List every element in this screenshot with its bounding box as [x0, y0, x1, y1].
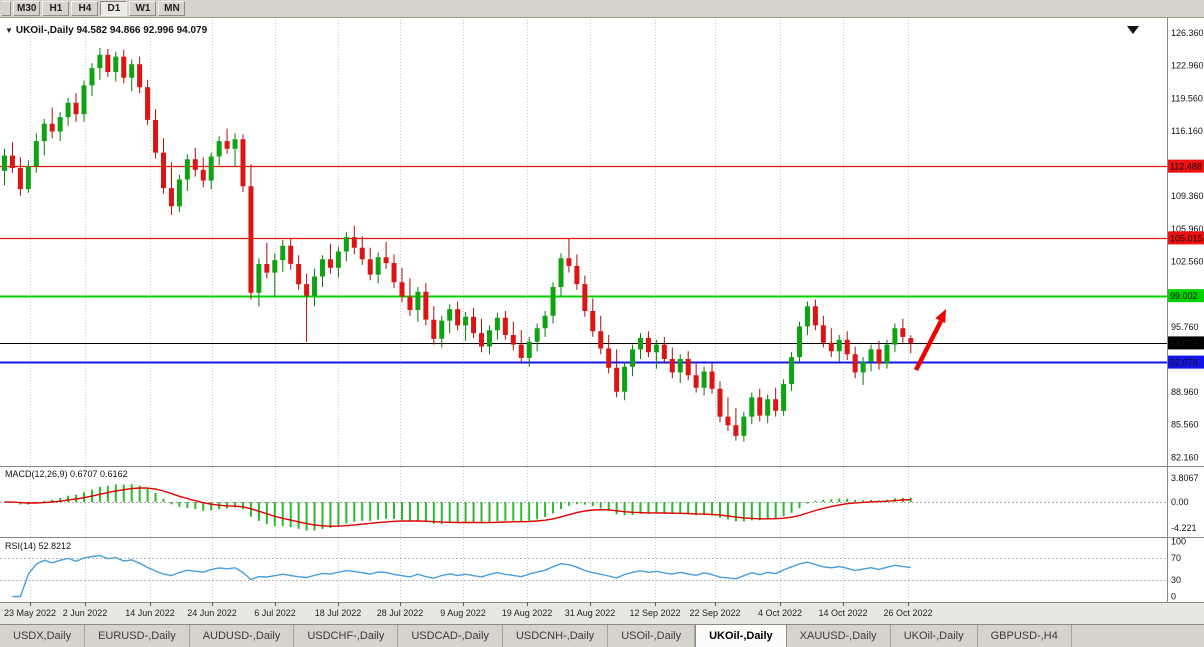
tab-ukoil-daily[interactable]: UKOil-,Daily — [695, 625, 787, 647]
price-badge-label: 99.002 — [1170, 291, 1198, 301]
price-axis-label: 119.560 — [1171, 93, 1203, 103]
tab-eurusd-daily[interactable]: EURUSD-,Daily — [85, 625, 190, 647]
date-label: 23 May 2022 — [4, 608, 56, 618]
timeframe-button-partial[interactable] — [2, 1, 11, 16]
chart-title-triangle-icon: ▼ — [5, 25, 13, 35]
date-label: 19 Aug 2022 — [502, 608, 553, 618]
timeframe-button-h4[interactable]: H4 — [71, 1, 99, 16]
tab-usoil-daily[interactable]: USOil-,Daily — [608, 625, 696, 647]
vertical-gridlines — [30, 20, 909, 602]
price-axis-label: 95.760 — [1171, 322, 1199, 332]
chart-tab-bar: USDX,Daily EURUSD-,Daily AUDUSD-,Daily USDC… — [0, 624, 1204, 647]
timeframe-button-m30[interactable]: M30 — [13, 1, 41, 16]
date-label: 12 Sep 2022 — [629, 608, 680, 618]
time-axis-ticks — [30, 602, 909, 606]
date-label: 31 Aug 2022 — [565, 608, 616, 618]
price-axis-label: 82.160 — [1171, 452, 1199, 462]
trend-arrow-line[interactable] — [913, 319, 944, 372]
date-label: 24 Jun 2022 — [187, 608, 237, 618]
timeframe-button-mn[interactable]: MN — [158, 1, 186, 16]
date-label: 14 Jun 2022 — [125, 608, 175, 618]
price-axis-label: 102.560 — [1171, 256, 1204, 266]
bull-candle-bodies — [2, 54, 898, 436]
macd-scale-label: -4.221 — [1171, 523, 1197, 533]
rsi-scale-label: 30 — [1171, 575, 1181, 585]
date-label: 22 Sep 2022 — [689, 608, 740, 618]
tab-usdcnh-daily[interactable]: USDCNH-,Daily — [503, 625, 609, 647]
price-badge-label: 105.015 — [1170, 233, 1203, 243]
rsi-scale-label: 100 — [1171, 537, 1186, 547]
timeframe-button-w1[interactable]: W1 — [129, 1, 157, 16]
macd-title: MACD(12,26,9) 0.6707 0.6162 — [5, 469, 128, 479]
trend-arrow-head[interactable] — [935, 309, 946, 324]
price-axis-label: 88.960 — [1171, 387, 1199, 397]
tab-audusd-daily[interactable]: AUDUSD-,Daily — [190, 625, 295, 647]
tab-usdcad-daily[interactable]: USDCAD-,Daily — [398, 625, 503, 647]
chart-shift-marker-icon[interactable] — [1127, 26, 1139, 34]
price-badge-label: 92.078 — [1170, 358, 1198, 368]
price-axis-label: 85.560 — [1171, 420, 1199, 430]
bear-candle-bodies — [9, 54, 914, 436]
date-label: 4 Oct 2022 — [758, 608, 802, 618]
price-badge-label: 112.488 — [1170, 162, 1202, 172]
chart-title: ▼ UKOil-,Daily 94.582 94.866 92.996 94.0… — [5, 25, 207, 36]
price-badge-112.488 — [1168, 159, 1204, 173]
price-axis-label: 116.160 — [1171, 126, 1203, 136]
macd-scale-label: 3.8067 — [1171, 473, 1199, 483]
price-axis-label: 105.960 — [1171, 224, 1204, 234]
rsi-scale-label: 70 — [1171, 553, 1181, 563]
price-badge-105.015 — [1168, 231, 1204, 245]
tab-ukoil-daily[interactable]: UKOil-,Daily — [891, 625, 978, 647]
chart-canvas[interactable]: 126.360122.960119.560116.160112.760109.3… — [0, 18, 1204, 624]
date-label: 18 Jul 2022 — [315, 608, 362, 618]
tab-usdchf-daily[interactable]: USDCHF-,Daily — [294, 625, 399, 647]
date-label: 6 Jul 2022 — [254, 608, 296, 618]
date-label: 26 Oct 2022 — [883, 608, 932, 618]
price-axis-label: 126.360 — [1171, 28, 1204, 38]
tab-xauusd-daily[interactable]: XAUUSD-,Daily — [787, 625, 891, 647]
price-badge-94.079 — [1168, 336, 1204, 350]
macd-histogram — [11, 484, 912, 531]
tab-gbpusd-h4[interactable]: GBPUSD-,H4 — [978, 625, 1072, 647]
timeframe-button-h1[interactable]: H1 — [42, 1, 70, 16]
rsi-scale-label: 0 — [1171, 592, 1176, 602]
price-axis-label: 122.960 — [1171, 61, 1204, 71]
date-label: 2 Jun 2022 — [63, 608, 108, 618]
date-label: 14 Oct 2022 — [818, 608, 867, 618]
price-axis-label: 109.360 — [1171, 191, 1204, 201]
macd-scale-label: 0.00 — [1171, 497, 1189, 507]
price-badge-92.078 — [1168, 355, 1204, 369]
time-axis-strip — [0, 602, 1204, 624]
chart-title-text: UKOil-,Daily 94.582 94.866 92.996 94.079 — [15, 25, 208, 36]
tab-usdx-daily[interactable]: USDX,Daily — [0, 625, 86, 647]
bull-candle-wicks — [4, 48, 896, 442]
price-badge-label: 94.079 — [1170, 338, 1198, 348]
date-label: 28 Jul 2022 — [377, 608, 424, 618]
rsi-line — [12, 554, 911, 598]
price-badge-99.002 — [1168, 289, 1204, 303]
date-label: 9 Aug 2022 — [440, 608, 486, 618]
timeframe-button-d1[interactable]: D1 — [100, 1, 128, 16]
timeframe-toolbar: M30 H1 H4 D1 W1 MN — [0, 0, 1204, 18]
rsi-title: RSI(14) 52.8212 — [5, 541, 72, 551]
macd-signal-line — [4, 487, 911, 527]
